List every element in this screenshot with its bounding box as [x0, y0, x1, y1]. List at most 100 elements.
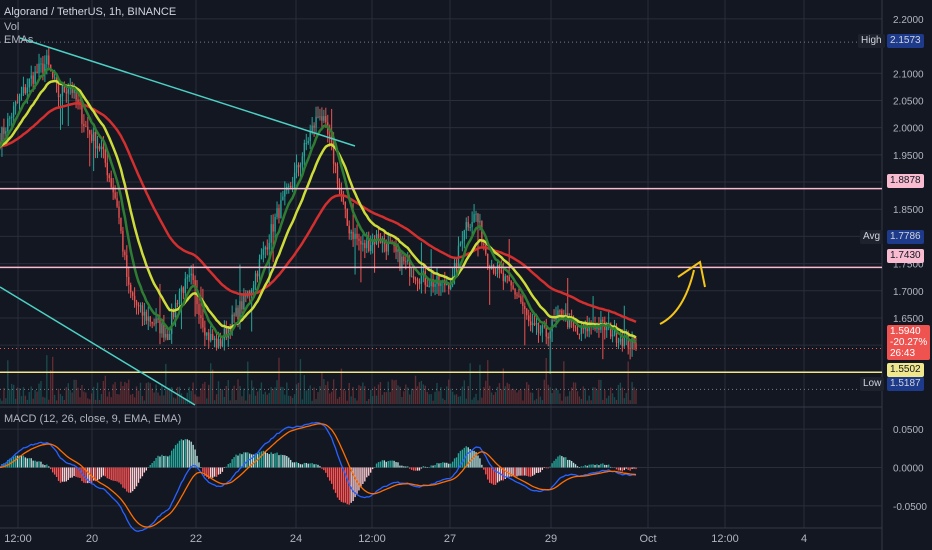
- candle-body: [410, 276, 413, 278]
- candle-body: [368, 240, 370, 251]
- volume-bar: [130, 394, 132, 404]
- macd-histogram-bar: [252, 454, 255, 468]
- candle-body: [434, 284, 436, 287]
- macd-histogram-bar: [40, 461, 42, 468]
- macd-histogram-bar: [563, 457, 565, 468]
- macd-histogram-bar: [250, 454, 253, 468]
- candle-body: [539, 332, 542, 334]
- macd-histogram-bar: [75, 467, 77, 477]
- candle-body: [455, 263, 458, 268]
- volume-label[interactable]: Vol: [4, 21, 20, 33]
- volume-bar: [131, 393, 134, 404]
- volume-bar: [48, 399, 50, 404]
- volume-bar: [3, 387, 5, 404]
- macd-histogram-bar: [73, 467, 75, 477]
- volume-bar: [391, 379, 393, 404]
- candle-body: [504, 276, 506, 281]
- candle-body: [364, 243, 366, 249]
- volume-bar: [366, 400, 368, 404]
- candle-body: [30, 75, 32, 79]
- macd-histogram-bar: [206, 467, 208, 478]
- candle-body: [291, 186, 294, 188]
- candle-body: [311, 125, 313, 133]
- volume-bar: [600, 379, 602, 404]
- volume-bar: [369, 389, 372, 404]
- candle-body: [141, 305, 144, 316]
- macd-histogram-bar: [399, 465, 401, 468]
- macd-histogram-bar: [344, 467, 346, 503]
- volume-bar: [50, 370, 52, 404]
- volume-bar: [143, 400, 146, 404]
- macd-histogram-bar: [627, 467, 629, 470]
- macd-histogram-bar: [592, 464, 594, 468]
- candle-body: [529, 321, 532, 326]
- volume-bar: [613, 397, 616, 404]
- macd-histogram-bar: [297, 463, 300, 468]
- macd-histogram-bar: [264, 451, 267, 468]
- macd-histogram-bar: [580, 466, 583, 468]
- macd-histogram-bar: [426, 467, 428, 468]
- macd-histogram-bar: [122, 467, 124, 488]
- macd-histogram-bar: [116, 467, 118, 482]
- volume-bar: [71, 392, 73, 404]
- volume-bar: [133, 397, 136, 404]
- macd-histogram-bar: [295, 461, 298, 468]
- macd-histogram-bar: [535, 467, 538, 473]
- macd-histogram-bar: [453, 458, 456, 468]
- macd-histogram-bar: [44, 465, 46, 468]
- macd-label[interactable]: MACD (12, 26, close, 9, EMA, EMA): [4, 413, 182, 425]
- candle-body: [12, 105, 15, 117]
- macd-histogram-bar: [233, 457, 235, 468]
- volume-bar: [61, 396, 64, 404]
- volume-bar: [190, 390, 192, 404]
- volume-bar: [0, 398, 1, 404]
- volume-bar: [436, 382, 438, 404]
- volume-bar: [280, 386, 282, 404]
- candle-body: [92, 131, 95, 141]
- macd-histogram-bar: [163, 455, 165, 468]
- candle-body: [409, 260, 411, 277]
- volume-bar: [473, 397, 475, 404]
- candle-body: [112, 186, 114, 193]
- emas-label[interactable]: EMAs: [4, 34, 34, 46]
- volume-bar: [539, 396, 542, 404]
- volume-bar: [55, 400, 58, 404]
- macd-histogram-bar: [371, 467, 374, 470]
- candle-body: [371, 239, 374, 246]
- candle-body: [178, 291, 181, 304]
- macd-histogram-bar: [67, 467, 69, 480]
- macd-histogram-bar: [483, 467, 485, 470]
- macd-histogram-bar: [153, 460, 155, 468]
- countdown-value: 26:43: [890, 348, 916, 359]
- macd-histogram-bar: [169, 455, 171, 468]
- macd-histogram-bar: [332, 467, 335, 490]
- candle-body: [237, 307, 239, 320]
- macd-histogram-bar: [516, 467, 518, 477]
- macd-histogram-bar: [533, 467, 536, 475]
- macd-histogram-bar: [586, 465, 588, 468]
- volume-bar: [631, 382, 633, 404]
- macd-histogram-bar: [469, 449, 471, 468]
- level-2-tag: 1.7430: [887, 249, 924, 263]
- candle-body: [7, 118, 9, 132]
- macd-histogram-bar: [243, 452, 245, 468]
- macd-histogram-bar: [204, 467, 206, 476]
- macd-histogram-bar: [20, 455, 23, 468]
- candle-body: [399, 249, 401, 267]
- candle-body: [167, 334, 169, 340]
- candle-body: [354, 233, 356, 240]
- macd-histogram-bar: [410, 467, 413, 470]
- candle-body: [18, 96, 21, 102]
- volume-bar: [492, 394, 495, 404]
- candle-body: [145, 311, 148, 321]
- candle-body: [348, 225, 350, 234]
- candle-body: [346, 208, 348, 226]
- candle-body: [192, 273, 194, 281]
- volume-bar: [381, 394, 384, 404]
- macd-histogram-bar: [615, 467, 618, 470]
- macd-histogram-bar: [617, 467, 620, 471]
- macd-histogram-bar: [366, 467, 368, 478]
- macd-histogram-bar: [354, 467, 356, 498]
- volume-bar: [1, 400, 3, 404]
